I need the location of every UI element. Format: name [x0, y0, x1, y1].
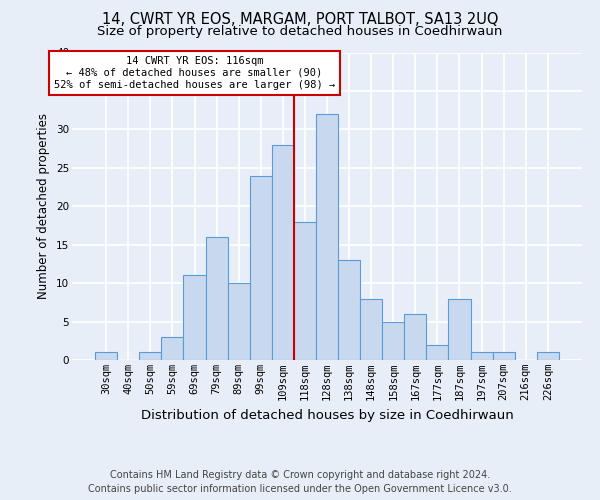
Bar	[206, 237, 227, 360]
Text: 14, CWRT YR EOS, MARGAM, PORT TALBOT, SA13 2UQ: 14, CWRT YR EOS, MARGAM, PORT TALBOT, SA…	[102, 12, 498, 28]
Bar	[382, 322, 404, 360]
Text: 14 CWRT YR EOS: 116sqm
← 48% of detached houses are smaller (90)
52% of semi-det: 14 CWRT YR EOS: 116sqm ← 48% of detached…	[54, 56, 335, 90]
Bar	[139, 352, 161, 360]
Text: Contains HM Land Registry data © Crown copyright and database right 2024.
Contai: Contains HM Land Registry data © Crown c…	[88, 470, 512, 494]
X-axis label: Distribution of detached houses by size in Coedhirwaun: Distribution of detached houses by size …	[140, 408, 514, 422]
Bar	[404, 314, 427, 360]
Bar	[227, 283, 250, 360]
Bar	[470, 352, 493, 360]
Bar	[250, 176, 272, 360]
Bar	[360, 298, 382, 360]
Bar	[294, 222, 316, 360]
Bar	[427, 344, 448, 360]
Bar	[184, 276, 206, 360]
Y-axis label: Number of detached properties: Number of detached properties	[37, 114, 50, 299]
Text: Size of property relative to detached houses in Coedhirwaun: Size of property relative to detached ho…	[97, 25, 503, 38]
Bar	[95, 352, 117, 360]
Bar	[338, 260, 360, 360]
Bar	[161, 337, 184, 360]
Bar	[448, 298, 470, 360]
Bar	[537, 352, 559, 360]
Bar	[272, 145, 294, 360]
Bar	[316, 114, 338, 360]
Bar	[493, 352, 515, 360]
